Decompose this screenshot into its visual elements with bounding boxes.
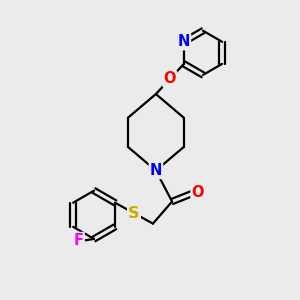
Text: S: S — [128, 206, 140, 221]
Text: F: F — [74, 233, 84, 248]
Text: N: N — [150, 163, 162, 178]
Text: N: N — [178, 34, 190, 49]
Text: O: O — [191, 185, 204, 200]
Text: O: O — [164, 71, 176, 86]
